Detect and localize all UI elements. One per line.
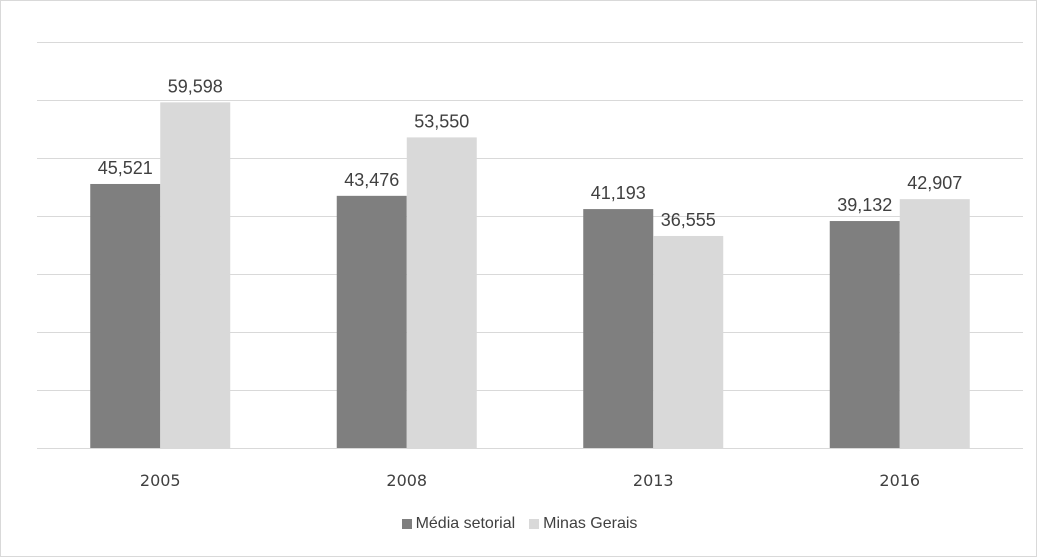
data-label: 43,476 bbox=[344, 170, 399, 190]
legend-swatch bbox=[401, 519, 412, 529]
bar-media-setorial-2016 bbox=[829, 221, 900, 448]
data-label: 39,132 bbox=[837, 195, 892, 215]
x-tick-label: 2013 bbox=[633, 471, 674, 490]
data-label: 45,521 bbox=[98, 158, 153, 178]
legend-label: Minas Gerais bbox=[543, 515, 638, 532]
x-axis-tick-labels: 2005 2008 2013 2016 bbox=[140, 471, 920, 490]
data-label: 53,550 bbox=[414, 111, 469, 131]
x-tick-label: 2005 bbox=[140, 471, 181, 490]
bar-minas-gerais-2008 bbox=[406, 137, 477, 448]
legend: Média setorial Minas Gerais bbox=[1, 515, 1037, 533]
data-label: 59,598 bbox=[168, 76, 223, 96]
bars bbox=[90, 102, 970, 448]
x-tick-label: 2016 bbox=[879, 471, 920, 490]
bar-minas-gerais-2016 bbox=[899, 199, 970, 448]
x-tick-label: 2008 bbox=[386, 471, 427, 490]
data-label: 41,193 bbox=[591, 183, 646, 203]
data-label: 42,907 bbox=[907, 173, 962, 193]
bar-media-setorial-2013 bbox=[583, 209, 654, 448]
legend-swatch bbox=[529, 519, 540, 529]
legend-item-series-2: Minas Gerais bbox=[529, 515, 637, 533]
legend-item-series-1: Média setorial bbox=[401, 515, 516, 533]
bar-media-setorial-2008 bbox=[336, 195, 407, 448]
data-labels: 45,521 59,598 43,476 53,550 41,193 36,555 39,1… bbox=[98, 76, 963, 230]
legend-label: Média setorial bbox=[415, 515, 516, 532]
bar-minas-gerais-2005 bbox=[160, 102, 231, 448]
bar-minas-gerais-2013 bbox=[653, 235, 724, 448]
data-label: 36,555 bbox=[661, 210, 716, 230]
bar-media-setorial-2005 bbox=[90, 183, 161, 448]
